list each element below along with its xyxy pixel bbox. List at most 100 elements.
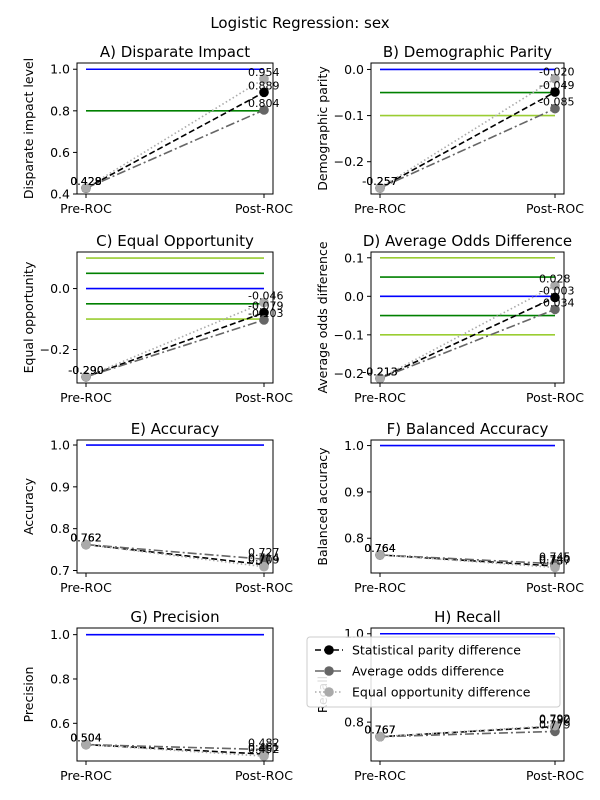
y-tick-label: 0.8 [50,103,70,118]
legend-marker [324,666,334,676]
panel-4: -0.213-0.003-0.213-0.034-0.2130.0280.10.… [315,232,584,405]
plot-area [81,257,269,382]
series-line [85,543,265,566]
panel-5: 0.7620.7140.7620.7270.7620.7090.70.80.91… [21,420,293,595]
data-label: 0.767 [364,724,396,737]
y-tick-label: 1.0 [50,62,70,77]
panel-title: G) Precision [130,608,219,626]
data-point [259,561,269,572]
data-label: 0.428 [70,175,102,188]
x-tick-label: Post-ROC [526,768,584,783]
plot-area [375,256,560,383]
data-point [81,739,91,750]
panel-2: -0.257-0.049-0.257-0.085-0.257-0.0200.0−… [315,43,584,216]
series-line [379,730,556,738]
x-tick-label: Post-ROC [526,580,584,595]
data-point [550,103,560,114]
series-line [85,91,265,189]
data-point [550,87,560,97]
data-point [81,539,91,550]
legend-entry: Average odds difference [352,664,504,679]
series-line [85,543,265,560]
y-tick-label: 0.9 [344,484,364,499]
axes-frame [370,439,565,574]
data-label: -0.103 [248,307,283,320]
y-tick-label: −0.1 [334,327,364,342]
x-tick-label: Post-ROC [235,768,293,783]
plot-area [375,68,560,193]
y-tick-label: 0.0 [344,289,364,304]
y-tick-label: 1.0 [50,627,70,642]
data-point [259,297,269,308]
y-tick-label: 0.8 [50,671,70,686]
data-label: -0.049 [539,79,574,92]
y-tick-label: 0.8 [50,521,70,536]
data-point [375,183,385,193]
panel-1: 0.4280.8890.4280.8040.4290.9540.40.60.81… [21,43,293,216]
data-label: -0.079 [248,300,283,313]
data-point [259,751,269,761]
data-label: 0.709 [248,554,280,567]
data-label: -0.257 [362,175,397,188]
axes-frame [76,251,274,384]
y-tick-label: 0.0 [344,62,364,77]
data-label: 0.740 [539,553,571,566]
data-label: 0.792 [539,713,571,726]
panel-6: 0.7640.7400.7640.7450.7640.7370.80.91.0P… [315,420,584,595]
data-label: 0.429 [70,175,102,188]
data-label: 0.779 [539,718,571,731]
series-line [379,554,556,565]
data-label: 0.764 [364,542,396,555]
series-line [379,91,556,189]
y-tick-label: 0.9 [50,479,70,494]
data-point [259,74,269,84]
data-point [81,183,91,193]
data-label: 0.745 [539,551,571,564]
legend-marker [324,645,334,655]
legend-entry: Statistical parity difference [352,643,521,658]
y-axis-label: Accuracy [21,477,36,535]
series-line [85,109,265,189]
data-point [81,372,91,382]
series-line [85,743,265,757]
series-line [379,554,556,569]
data-label: -0.046 [248,290,283,303]
axes-frame [370,62,565,195]
data-label: -0.257 [362,175,397,188]
series-line [85,301,265,378]
data-point [259,315,269,325]
plot-area [375,632,560,742]
plot-area [375,444,560,573]
data-label: 0.727 [248,546,280,559]
y-tick-label: 0.8 [344,531,364,546]
data-label: -0.034 [539,296,574,309]
y-tick-label: 0.0 [50,281,70,296]
data-point [550,280,560,291]
series-line [85,78,265,189]
data-point [259,554,269,564]
series-line [85,743,265,751]
series-line [85,543,265,568]
y-tick-label: 1.0 [344,438,364,453]
data-label: 0.764 [364,542,396,555]
series-line [379,78,556,189]
data-label: -0.213 [362,365,397,378]
plot-area [81,633,269,761]
data-label: 0.482 [248,736,280,749]
data-label: 0.889 [248,79,280,92]
x-tick-label: Post-ROC [526,390,584,405]
data-label: 0.504 [70,732,102,745]
x-tick-label: Pre-ROC [354,768,406,783]
x-tick-label: Pre-ROC [60,390,112,405]
data-label: 0.767 [364,724,396,737]
data-label: 0.762 [70,532,102,545]
data-label: -0.085 [539,96,574,109]
data-label: 0.737 [539,554,571,567]
series-line [379,296,556,380]
data-label: 0.714 [248,552,280,565]
axes-frame [76,62,274,195]
data-label: 0.452 [248,743,280,756]
data-point [259,87,269,98]
series-line [85,743,265,755]
